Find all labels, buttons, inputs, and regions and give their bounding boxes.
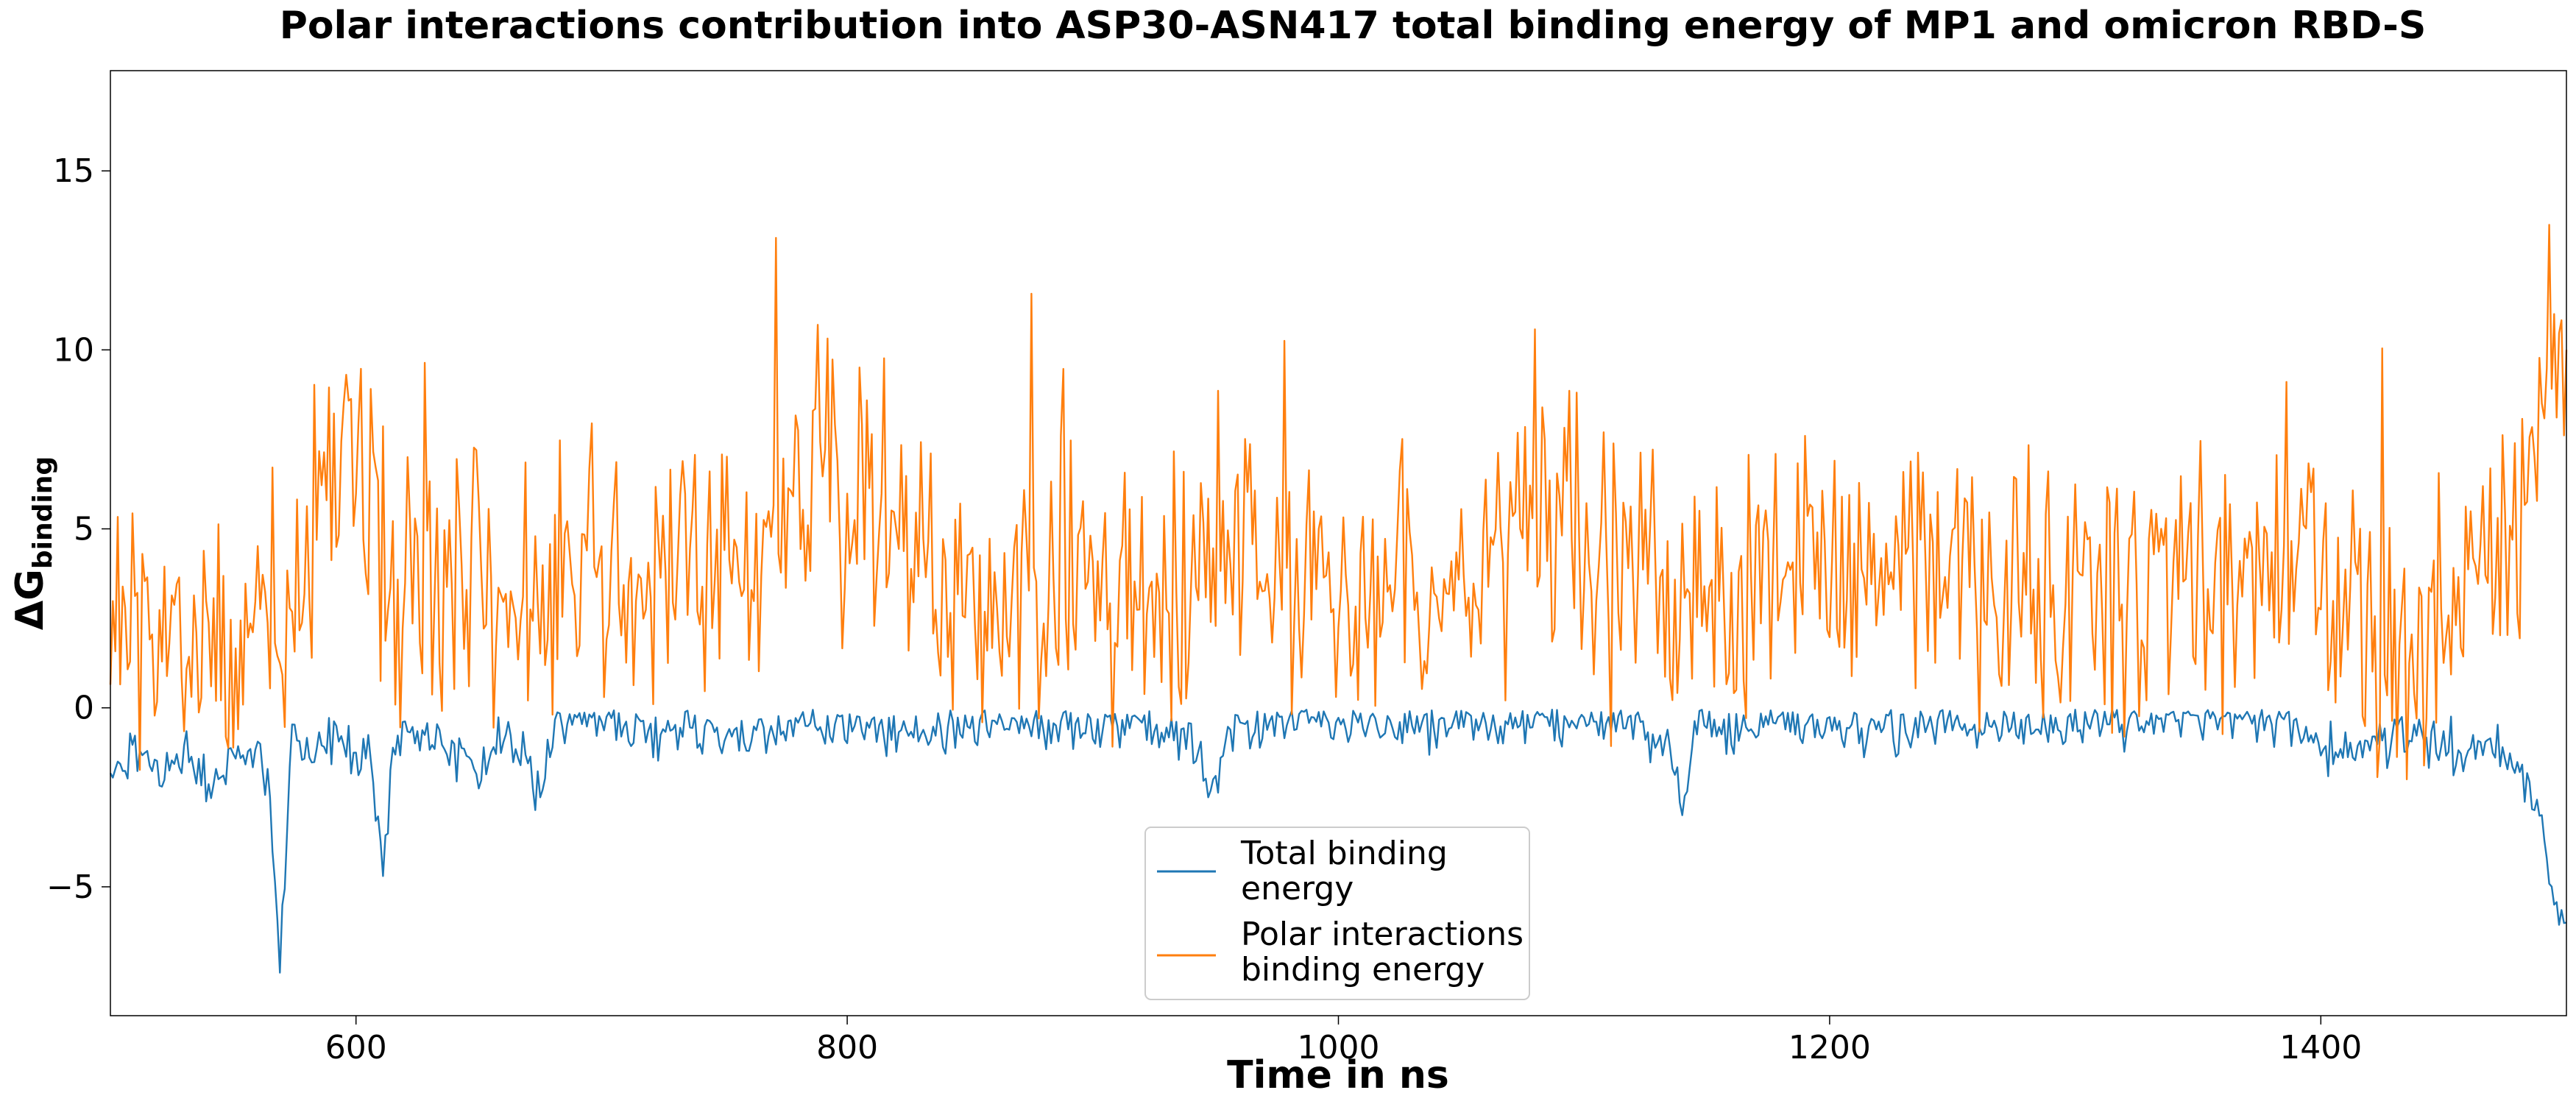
chart-title: Polar interactions contribution into ASP… (280, 4, 2427, 48)
x-tick-label: 1200 (1788, 1029, 1871, 1066)
x-axis: 600 800 1000 1200 1400 (325, 1016, 2362, 1066)
y-tick-label: −5 (46, 868, 94, 906)
x-tick-label: 600 (325, 1029, 387, 1066)
legend-label-polar-interactions-line1: Polar interactions (1241, 916, 1524, 953)
y-tick-label: 0 (74, 690, 94, 727)
legend-label-total-binding-energy-line2: energy (1241, 870, 1354, 907)
x-tick-label: 800 (816, 1029, 878, 1066)
series-layer (109, 224, 2568, 974)
legend: Total binding energy Polar interactions … (1144, 827, 1530, 1000)
series-line-total-binding-energy (109, 709, 2567, 974)
y-tick-label: 5 (74, 511, 94, 548)
legend-label-polar-interactions-line2: binding energy (1241, 951, 1485, 988)
x-tick-label: 1000 (1298, 1029, 1380, 1066)
x-tick-label: 1400 (2279, 1029, 2362, 1066)
svg-text:ΔGbinding: ΔGbinding (8, 456, 58, 630)
legend-label-total-binding-energy-line1: Total binding (1240, 835, 1448, 872)
y-tick-label: 15 (53, 152, 94, 190)
y-tick-label: 10 (53, 331, 94, 369)
y-axis-label-main: ΔG (8, 569, 52, 630)
x-axis-label: Time in ns (1227, 1053, 1449, 1097)
legend-box (1144, 827, 1530, 1000)
series-line-polar-interactions (109, 224, 2568, 781)
y-axis-label: ΔGbinding (8, 456, 58, 630)
y-axis: −5 0 5 10 15 (46, 152, 110, 906)
y-axis-label-sub: binding (28, 456, 58, 569)
